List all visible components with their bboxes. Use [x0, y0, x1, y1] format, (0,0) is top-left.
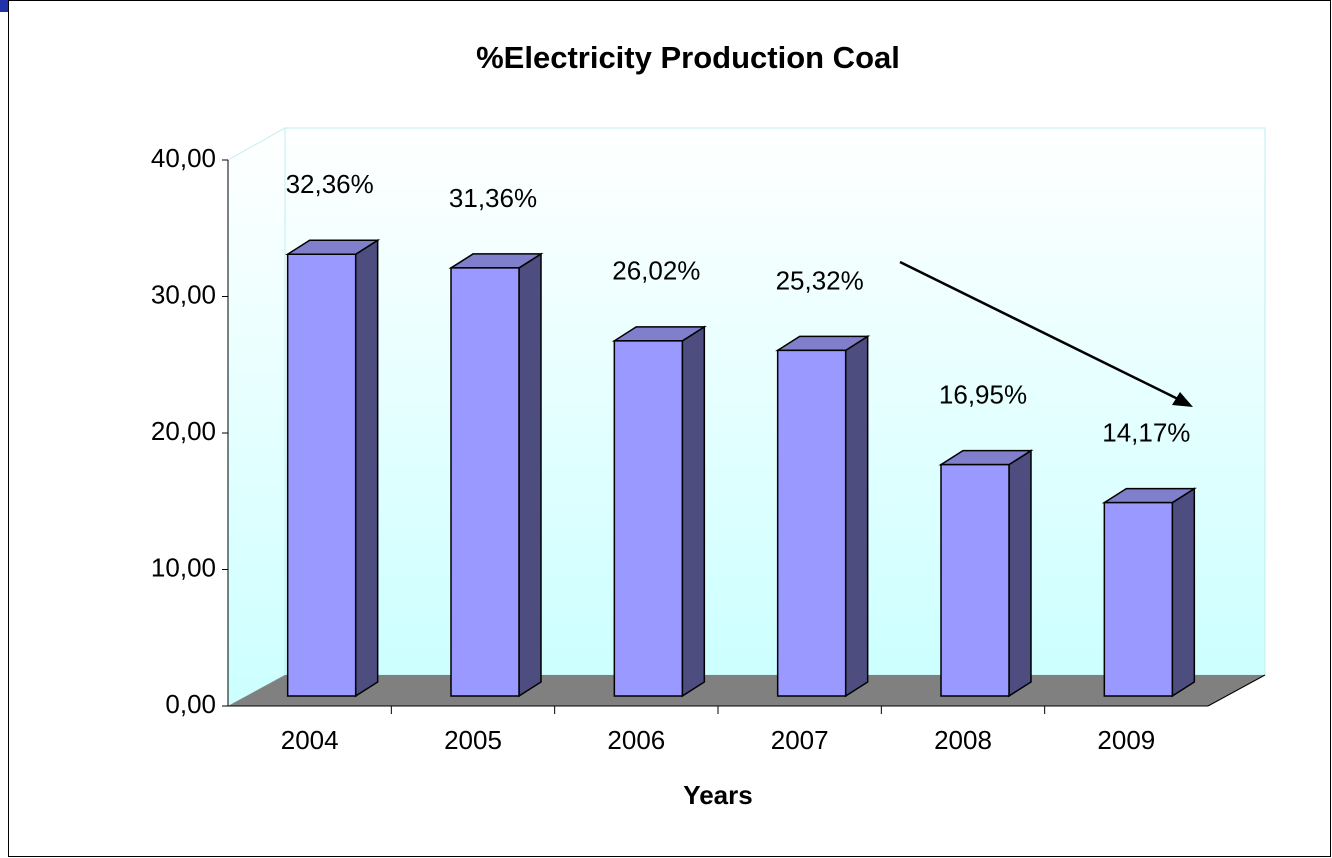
data-label: 26,02%: [612, 256, 700, 286]
bar: [611, 325, 707, 698]
bar-front: [1103, 501, 1174, 697]
x-axis-title: Years: [683, 780, 752, 810]
data-label: 32,36%: [286, 169, 374, 199]
floor-edge: [1207, 674, 1266, 707]
x-tick-label: 2004: [281, 725, 339, 755]
data-label: 14,17%: [1102, 417, 1190, 447]
y-tick-label: 10,00: [151, 552, 216, 582]
bar: [775, 335, 871, 698]
y-tick-label: 30,00: [151, 279, 216, 309]
arrow-head: [1172, 392, 1193, 407]
trend-arrow: [899, 260, 1183, 403]
bar-front: [940, 463, 1010, 697]
bar-side: [844, 335, 869, 698]
x-tick-label: 2005: [444, 725, 502, 755]
y-tick-label: 40,00: [151, 143, 216, 173]
data-label: 25,32%: [776, 265, 864, 295]
data-label: 16,95%: [939, 380, 1027, 410]
bar-front: [613, 340, 684, 697]
bar: [285, 238, 381, 698]
bar-front: [286, 253, 357, 697]
side-wall: [227, 127, 286, 707]
bar-side: [354, 238, 379, 698]
corner-mark: [0, 0, 8, 12]
bar: [448, 252, 544, 698]
chart-title: %Electricity Production Coal: [476, 40, 900, 75]
y-tick-label: 0,00: [165, 689, 216, 719]
bar-front: [450, 267, 520, 697]
x-tick-label: 2009: [1097, 725, 1155, 755]
x-tick-label: 2007: [771, 725, 829, 755]
bar-front: [776, 349, 847, 697]
frame: [8, 0, 1331, 857]
bar: [1101, 487, 1197, 698]
x-tick-label: 2006: [607, 725, 665, 755]
bar-side: [681, 325, 706, 698]
bar-side: [518, 252, 542, 698]
bar-side: [1008, 449, 1032, 698]
data-label: 31,36%: [449, 183, 537, 213]
x-tick-label: 2008: [934, 725, 992, 755]
bar: [938, 449, 1034, 698]
bar-side: [1171, 487, 1196, 698]
y-tick-label: 20,00: [151, 416, 216, 446]
